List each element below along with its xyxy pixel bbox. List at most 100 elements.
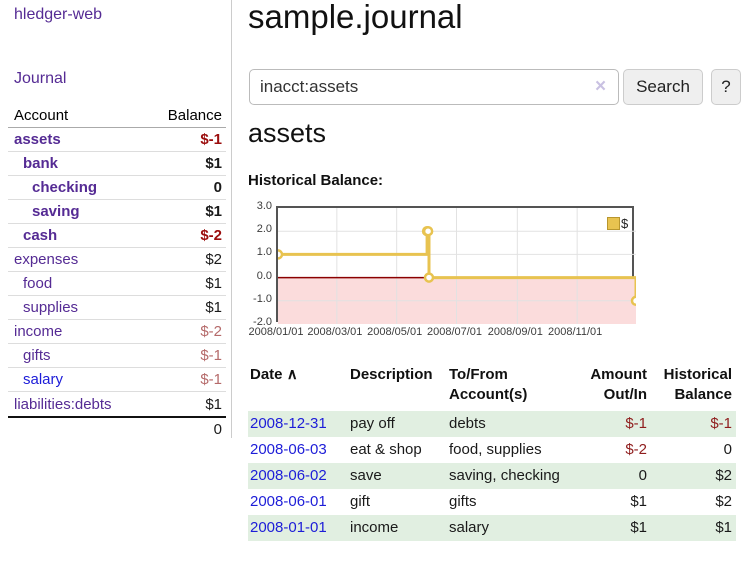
register-row: 2008-06-02 save saving, checking 0 $2 — [248, 463, 736, 489]
account-balance: $-1 — [200, 131, 222, 148]
account-balance: $-1 — [200, 347, 222, 364]
sidebar-account-saving[interactable]: saving — [32, 203, 80, 220]
register-table: Date ∧ Description To/From Account(s) Amo… — [248, 362, 736, 541]
account-row: gifts $-1 — [8, 344, 226, 368]
app-title-link[interactable]: hledger-web — [14, 6, 103, 23]
x-tick-label: 2008/05/01 — [367, 326, 423, 338]
sidebar-account-assets[interactable]: assets — [14, 131, 61, 148]
register-header-row: Date ∧ Description To/From Account(s) Amo… — [248, 362, 736, 411]
legend-label: $ — [621, 216, 629, 231]
sidebar-account-checking[interactable]: checking — [32, 179, 98, 196]
sidebar-account-food[interactable]: food — [23, 275, 53, 292]
sidebar-account-supplies[interactable]: supplies — [23, 299, 79, 316]
transaction-balance: $1 — [715, 519, 732, 536]
sidebar-account-cash[interactable]: cash — [23, 227, 58, 244]
y-tick-label: 3.0 — [256, 200, 272, 212]
account-balance: $1 — [205, 275, 222, 292]
account-row: supplies $1 — [8, 296, 226, 320]
transaction-amount: $-2 — [625, 441, 647, 458]
accounts-table-header: Account Balance — [8, 104, 226, 128]
sidebar-account-expenses[interactable]: expenses — [14, 251, 79, 268]
chart-label: Historical Balance: — [248, 172, 384, 189]
accounts-balance-table: Account Balance assets $-1 bank $1 checkin… — [8, 104, 226, 440]
sort-ascending-icon: ∧ — [286, 366, 298, 383]
legend-swatch-icon — [607, 217, 620, 230]
account-row: saving $1 — [8, 200, 226, 224]
transaction-amount: $-1 — [625, 415, 647, 432]
help-button[interactable]: ? — [711, 69, 741, 105]
account-balance: 0 — [213, 179, 222, 196]
transaction-accounts: debts — [449, 415, 486, 432]
chart-legend: $ — [607, 216, 628, 231]
transaction-description: pay off — [350, 415, 395, 432]
account-row: checking 0 — [8, 176, 226, 200]
account-row: assets $-1 — [8, 128, 226, 152]
clear-search-icon[interactable]: × — [595, 76, 607, 97]
account-column-header: Account — [14, 107, 69, 124]
transaction-date-link[interactable]: 2008-12-31 — [250, 415, 327, 432]
x-tick-label: 2008/03/01 — [307, 326, 363, 338]
accounts-column-header: To/From Account(s) — [449, 366, 528, 403]
sidebar-item-journal[interactable]: Journal — [14, 70, 67, 87]
date-column-header: Date ∧ — [250, 366, 298, 383]
search-input[interactable] — [249, 69, 619, 105]
transaction-accounts: saving, checking — [449, 467, 560, 484]
x-tick-label: 2008/09/01 — [487, 326, 543, 338]
account-balance: $1 — [205, 395, 222, 413]
transaction-accounts: salary — [449, 519, 490, 536]
register-row: 2008-12-31 pay off debts $-1 $-1 — [248, 411, 736, 437]
account-row: expenses $2 — [8, 248, 226, 272]
y-tick-label: 0.0 — [256, 269, 272, 282]
accounts-total-row: 0 — [8, 416, 226, 440]
account-balance: $-2 — [200, 323, 222, 340]
account-balance: $-1 — [200, 371, 222, 388]
y-tick-label: 1.0 — [256, 246, 272, 259]
transaction-date-link[interactable]: 2008-01-01 — [250, 519, 327, 536]
register-row: 2008-06-01 gift gifts $1 $2 — [248, 489, 736, 515]
main-content: sample.journal × Search ? assets Histori… — [248, 0, 742, 582]
x-tick-label: 2008/01/01 — [248, 326, 304, 338]
account-title: assets — [248, 118, 327, 148]
chart-plot-area[interactable] — [276, 206, 636, 324]
sidebar-account-bank[interactable]: bank — [23, 155, 59, 172]
transaction-balance: $2 — [715, 493, 732, 510]
sidebar-account-gifts[interactable]: gifts — [23, 347, 51, 364]
description-column-header: Description — [350, 366, 433, 383]
account-row: income $-2 — [8, 320, 226, 344]
account-balance: $1 — [205, 299, 222, 316]
sidebar: hledger-web Journal Account Balance asse… — [0, 0, 232, 582]
transaction-balance: $2 — [715, 467, 732, 484]
account-balance: $1 — [205, 155, 222, 172]
transaction-date-link[interactable]: 2008-06-03 — [250, 441, 327, 458]
transaction-amount: $1 — [630, 519, 647, 536]
transaction-date-link[interactable]: 2008-06-01 — [250, 493, 327, 510]
transaction-description: save — [350, 467, 382, 484]
search-button[interactable]: Search — [623, 69, 703, 105]
account-row: bank $1 — [8, 152, 226, 176]
historical-balance-chart: 3.0 2.0 1.0 0.0 -1.0 -2.0 $ 2008/01/01 2008/03… — [248, 198, 742, 348]
sidebar-divider — [231, 0, 232, 438]
x-tick-label: 2008/07/01 — [426, 326, 483, 338]
account-row: liabilities:debts $1 — [8, 392, 226, 416]
chart-y-axis: 3.0 2.0 1.0 0.0 -1.0 -2.0 — [248, 200, 272, 328]
transaction-description: income — [350, 519, 399, 536]
transaction-date-link[interactable]: 2008-06-02 — [250, 467, 327, 484]
transaction-balance: $-1 — [710, 415, 732, 432]
transaction-description: gift — [350, 493, 371, 510]
transaction-accounts: gifts — [449, 493, 477, 510]
register-row: 2008-01-01 income salary $1 $1 — [248, 515, 736, 541]
sidebar-account-liabilities-debts[interactable]: liabilities:debts — [14, 395, 112, 413]
account-balance: $2 — [205, 251, 222, 268]
account-balance: $1 — [205, 203, 222, 220]
amount-column-header: Amount Out/In — [590, 366, 647, 403]
x-tick-label: 2008/11/01 — [548, 326, 603, 338]
balance-column-header: Balance — [167, 107, 222, 124]
account-balance: $-2 — [200, 227, 222, 244]
register-row: 2008-06-03 eat & shop food, supplies $-2… — [248, 437, 736, 463]
transaction-amount: 0 — [638, 467, 647, 484]
sidebar-account-income[interactable]: income — [14, 323, 63, 340]
balance-column-header: Historical Balance — [663, 366, 732, 403]
transaction-amount: $1 — [630, 493, 647, 510]
account-row: food $1 — [8, 272, 226, 296]
sidebar-account-salary[interactable]: salary — [23, 371, 64, 388]
